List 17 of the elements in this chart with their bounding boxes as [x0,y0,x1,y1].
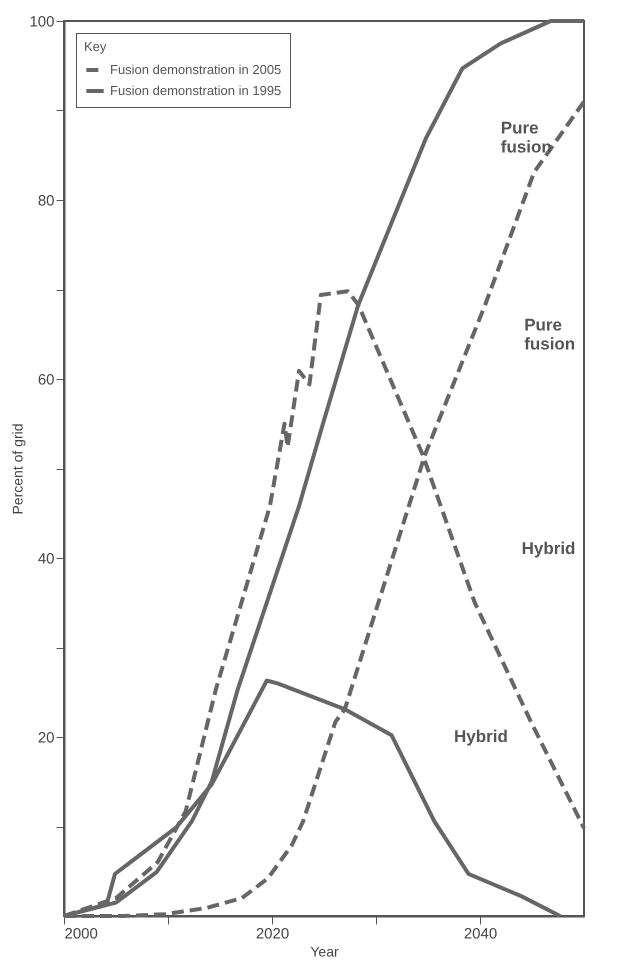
annotation: Pure fusion [500,118,552,156]
x-axis-title: Year [310,944,339,960]
annotation: Hybrid [522,539,576,558]
y-tick-label: 40 [38,550,54,568]
y-tick-label: 100 [29,14,54,30]
y-tick-label: 80 [38,192,54,210]
y-tick-label: 20 [38,730,54,746]
annotation: Pure fusion [524,315,576,354]
x-tick-label: 2000 [64,926,98,942]
legend-label: Fusion demonstration in 2005 [110,62,282,77]
y-axis-title: Percent of grid [9,423,26,515]
annotation: Hybrid [454,727,508,746]
y-tick-label: 60 [38,372,54,388]
legend-title: Key [84,39,107,54]
legend-label: Fusion demonstration in 1995 [110,83,282,98]
x-tick-label: 2020 [256,926,290,942]
x-tick-label: 2040 [464,926,498,942]
